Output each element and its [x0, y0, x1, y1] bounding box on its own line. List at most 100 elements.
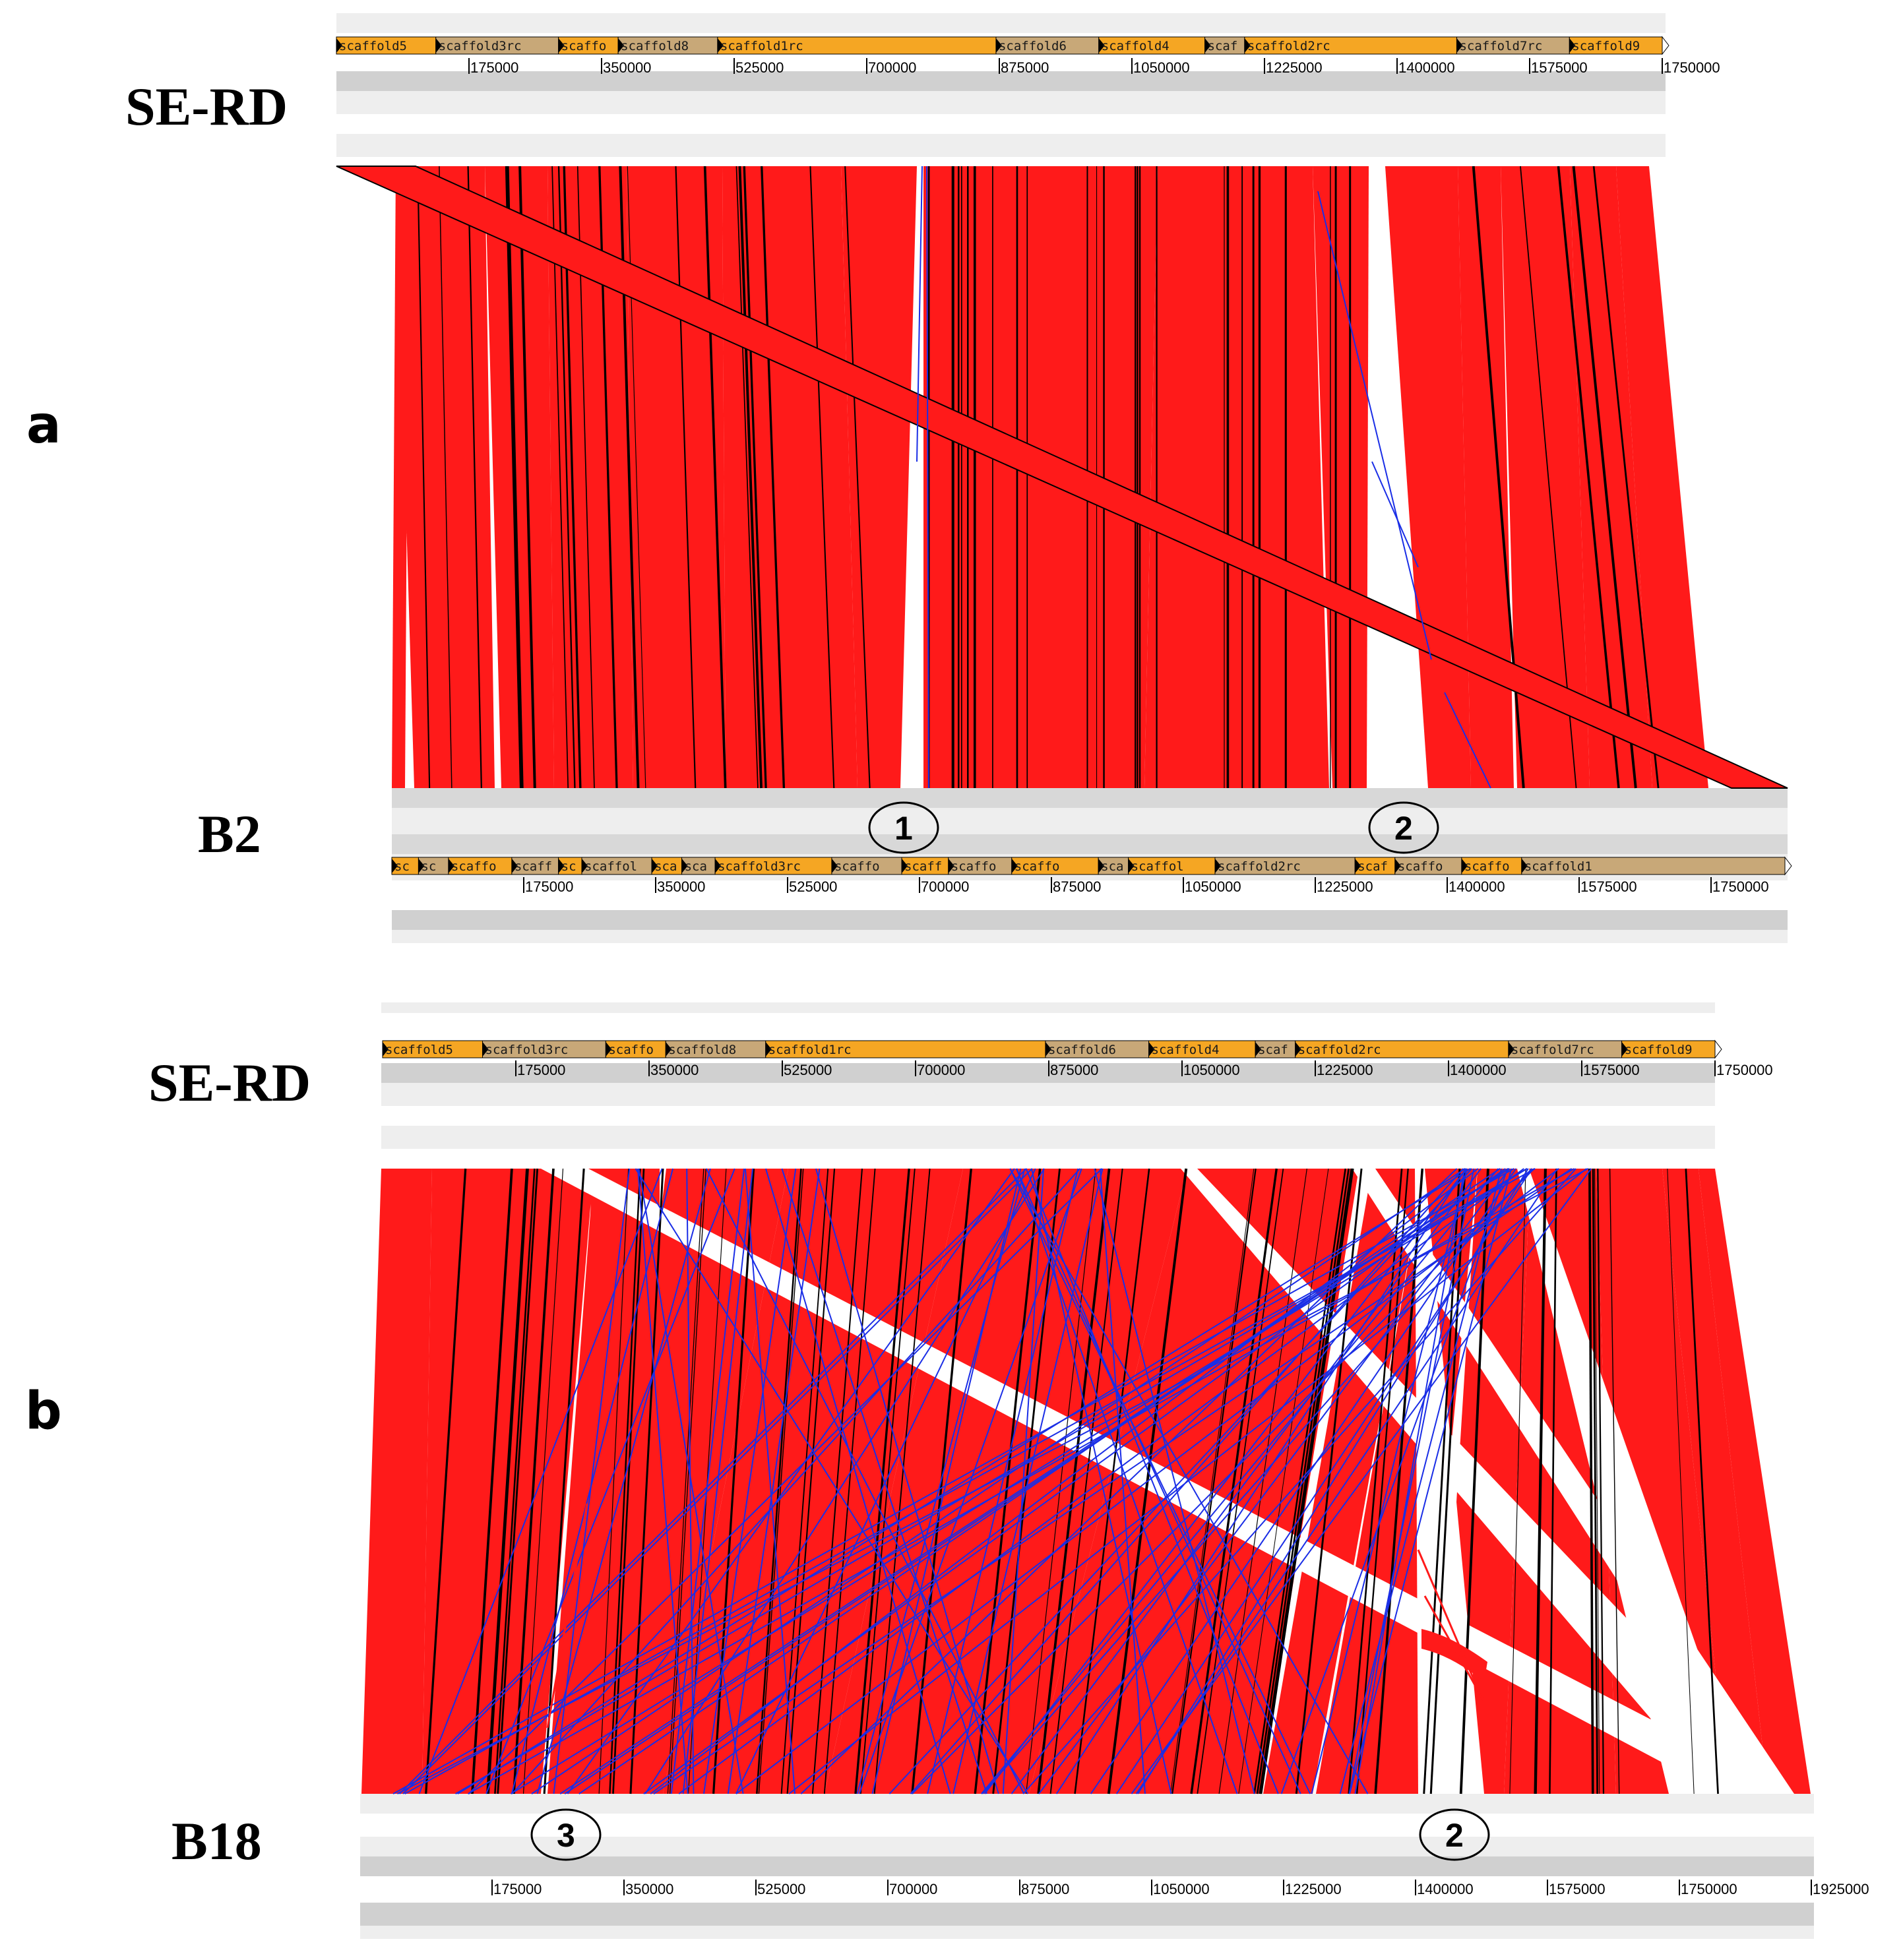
a-top-track	[336, 91, 1666, 114]
b-collinear-band	[1662, 1169, 1768, 1794]
b-inverted-line	[485, 1168, 735, 1794]
a-top-track	[336, 114, 1666, 134]
a-bot-scaffold-arrow	[1394, 859, 1401, 873]
b-separator-line	[513, 1168, 555, 1794]
a-top-scaffold-arrow	[1204, 38, 1211, 53]
a-inverted-line	[916, 166, 923, 462]
b-collinear-band	[590, 1169, 788, 1794]
a-top-tick-label: 875000	[1001, 59, 1049, 76]
b-bot-track	[360, 1903, 1814, 1926]
a-marker-circle	[868, 801, 939, 854]
b-inverted-line	[1099, 1168, 1146, 1794]
a-separator-line	[1572, 166, 1637, 789]
b-separator-line	[1218, 1168, 1307, 1794]
a-bot-scaffold-arrow	[1521, 859, 1528, 873]
a-bot-tick-label: 1750000	[1712, 878, 1769, 895]
b-top-scaffold-arrow	[1621, 1042, 1628, 1057]
b-separator-line	[823, 1168, 876, 1794]
a-collinear-band	[1313, 166, 1369, 788]
b-separator-line	[1049, 1168, 1123, 1794]
a-top-scaffold-label: scaffold3rc	[439, 39, 522, 53]
genome-label-bottom-a: B2	[198, 804, 261, 864]
a-separator-line	[506, 166, 524, 789]
b-inverted-line	[727, 1168, 821, 1794]
b-top-scaffold-block	[1148, 1040, 1256, 1058]
a-top-scaffold-arrow	[1456, 38, 1463, 53]
a-collinear-band	[1570, 166, 1652, 788]
a-separator-line	[1520, 166, 1577, 789]
b-inverted-line	[781, 1168, 988, 1794]
genome-label-bottom-b: B18	[172, 1811, 262, 1871]
a-separator-line	[735, 166, 759, 789]
b-top-track	[381, 1013, 1715, 1038]
b-separator-line	[1374, 1168, 1424, 1794]
b-bot-tick-label: 1925000	[1813, 1881, 1869, 1897]
a-top-scaffold-block	[995, 36, 1100, 55]
b-inverted-line	[670, 1168, 745, 1794]
b-inverted-line	[1349, 1168, 1513, 1794]
b-separator-line	[1429, 1168, 1466, 1794]
a-bot-scaffold-label: scaffo	[451, 859, 497, 874]
a-top-tick-label: 350000	[603, 59, 651, 76]
b-inverted-line	[398, 1168, 1027, 1794]
b-separator-line	[425, 1168, 467, 1794]
b-separator-line	[1260, 1168, 1354, 1794]
b-top-scaffold-label: scaffold8	[668, 1043, 736, 1057]
a-top-scaffold-block	[1456, 36, 1570, 55]
b-inverted-line	[559, 1168, 1509, 1794]
b-bot-track	[360, 1837, 1814, 1856]
a-separator-line	[738, 166, 763, 789]
b-top-scaffold-block	[665, 1040, 766, 1058]
panel-label-a: a	[26, 396, 61, 455]
a-top-tick-label: 525000	[735, 59, 784, 76]
a-separator-line	[761, 166, 786, 789]
a-separator-line	[675, 166, 697, 789]
b-separator-line	[1685, 1168, 1719, 1794]
b-inverted-line	[564, 1168, 1510, 1794]
a-bot-scaffold-arrow	[902, 859, 908, 873]
b-marker-label: 2	[1445, 1817, 1464, 1854]
b-gap	[541, 1169, 1794, 1794]
a-collinear-band	[392, 166, 409, 788]
a-bot-scaffold-arrow	[1461, 859, 1468, 873]
b-top-scaffold-arrow	[606, 1042, 612, 1057]
b-top-scaffold-arrow	[383, 1042, 389, 1057]
b-inverted-line	[531, 1168, 1466, 1794]
a-bot-scaffold-arrow	[392, 859, 398, 873]
a-separator-line	[844, 166, 871, 789]
b-separator-line	[667, 1168, 704, 1794]
a-bot-scaffold-arrow	[1011, 859, 1018, 873]
a-separator-line	[563, 166, 582, 789]
a-bot-scaffold-label: sc	[421, 859, 436, 874]
b-separator-line	[859, 1168, 916, 1794]
b-separator-line	[487, 1168, 528, 1794]
a-collinear-band	[1458, 166, 1514, 788]
b-top-scaffold-label: scaffold3rc	[485, 1043, 569, 1057]
b-separator-line	[854, 1168, 910, 1794]
a-collinear-band	[1501, 166, 1590, 788]
b-bot-track	[360, 1926, 1814, 1939]
a-top-track	[336, 13, 1666, 33]
a-bot-tick-label: 875000	[1053, 878, 1101, 895]
a-bot-scaffold-block	[1521, 857, 1786, 875]
a-top-track	[336, 71, 1666, 91]
a-bot-scaffold-block	[901, 857, 949, 875]
b-top-scaffold-label: scaffo	[608, 1043, 654, 1057]
a-bot-scaffold-label: scaffo	[1014, 859, 1060, 874]
b-inverted-line	[983, 1168, 1468, 1794]
b-inverted-line	[1311, 1168, 1468, 1794]
b-top-scaffold-arrow	[1045, 1042, 1051, 1057]
b-collinear-band	[361, 1169, 432, 1794]
b-bot-tick-label: 175000	[493, 1881, 542, 1897]
b-inverted-line	[1339, 1168, 1503, 1794]
a-bot-scaffold-arrow	[582, 859, 588, 873]
b-inverted-line	[1131, 1168, 1592, 1794]
a-top-scaffold-block	[1204, 36, 1245, 55]
b-top-tick-label: 1400000	[1450, 1062, 1507, 1078]
a-bot-scaffold-label: scaff	[515, 859, 552, 874]
b-separator-line	[1190, 1168, 1278, 1794]
b-separator-line	[756, 1168, 802, 1794]
b-separator-line	[1534, 1168, 1547, 1794]
b-inverted-line	[735, 1168, 1036, 1794]
a-top-scaffold-block	[617, 36, 718, 55]
